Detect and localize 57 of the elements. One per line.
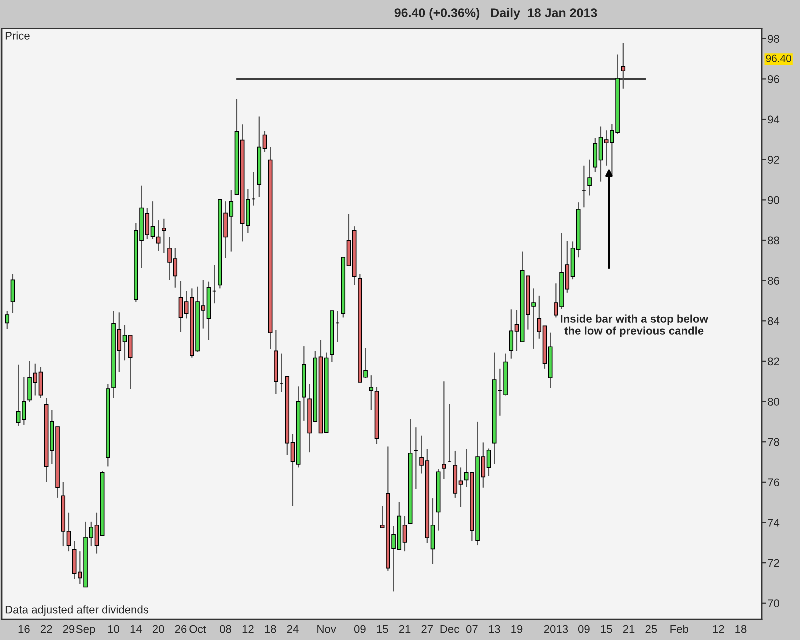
x-tick-label: 16 — [18, 625, 30, 634]
x-tick-label: 08 — [220, 625, 232, 634]
x-tick-label: 09 — [578, 625, 590, 634]
x-tick-label: 18 — [736, 625, 747, 634]
x-tick-label: 24 — [287, 625, 299, 634]
x-tick-label: 15 — [377, 625, 388, 634]
y-axis-title: Price — [6, 32, 30, 40]
x-tick-label: 19 — [512, 625, 523, 634]
x-tick-label: 22 — [40, 625, 52, 634]
x-tick-label: Nov — [318, 625, 336, 634]
y-tick-label: 82 — [768, 358, 780, 366]
candlestick — [162, 218, 166, 254]
x-tick-label: Oct — [190, 625, 206, 634]
candlestick — [156, 220, 161, 252]
x-tick-label: 29 — [63, 625, 75, 634]
x-tick-label: 12 — [242, 625, 254, 634]
y-tick-label: 70 — [768, 600, 780, 608]
x-tick-label: 20 — [152, 625, 164, 634]
x-tick-label: 25 — [646, 625, 658, 634]
candlestick — [10, 274, 16, 314]
annotation: Inside bar with a stop below the low of previous candle — [560, 314, 708, 338]
x-tick-label: 18 — [265, 625, 276, 634]
candlestick — [442, 381, 446, 480]
x-tick-label: 21 — [623, 625, 635, 634]
candlestick — [588, 159, 592, 196]
x-tick-label: 09 — [354, 625, 366, 634]
y-tick-label: 72 — [768, 559, 780, 568]
y-tick-label: 98 — [768, 35, 780, 44]
x-tick-label: 12 — [713, 625, 724, 634]
chart-title: 96.40 (+0.36%) Daily 18 Jan 2013 — [394, 8, 598, 20]
x-tick-label: 14 — [130, 625, 142, 634]
candlestick — [369, 375, 374, 411]
y-tick-label: 84 — [768, 317, 780, 326]
y-tick-label: 86 — [768, 277, 780, 285]
x-tick-label: Feb — [670, 625, 689, 634]
candlestick — [5, 310, 10, 330]
x-tick-label: Dec — [440, 625, 460, 634]
text: 96.40 — [766, 54, 792, 62]
y-tick-label: 92 — [768, 156, 780, 164]
x-tick-label: 15 — [601, 625, 612, 634]
y-tick-label: 90 — [768, 196, 780, 204]
annotation: Data adjusted after dividends — [6, 606, 149, 616]
x-tick-label: 13 — [489, 625, 500, 634]
x-tick-label: 27 — [422, 625, 434, 634]
y-tick-label: 80 — [768, 398, 780, 406]
y-tick-label: 74 — [768, 519, 780, 527]
x-tick-label: 26 — [175, 625, 187, 634]
x-tick-label: 10 — [108, 625, 120, 634]
y-tick-label: 94 — [768, 116, 780, 124]
y-tick-label: 76 — [768, 478, 780, 487]
x-tick-label: 21 — [399, 625, 411, 634]
y-tick-label: 88 — [768, 236, 780, 245]
y-tick-label: 78 — [768, 438, 780, 446]
x-tick-label: 07 — [466, 625, 478, 634]
x-tick-label: 2013 — [544, 625, 568, 634]
x-tick-label: Sep — [76, 625, 96, 636]
y-tick-label: 96 — [768, 75, 780, 84]
